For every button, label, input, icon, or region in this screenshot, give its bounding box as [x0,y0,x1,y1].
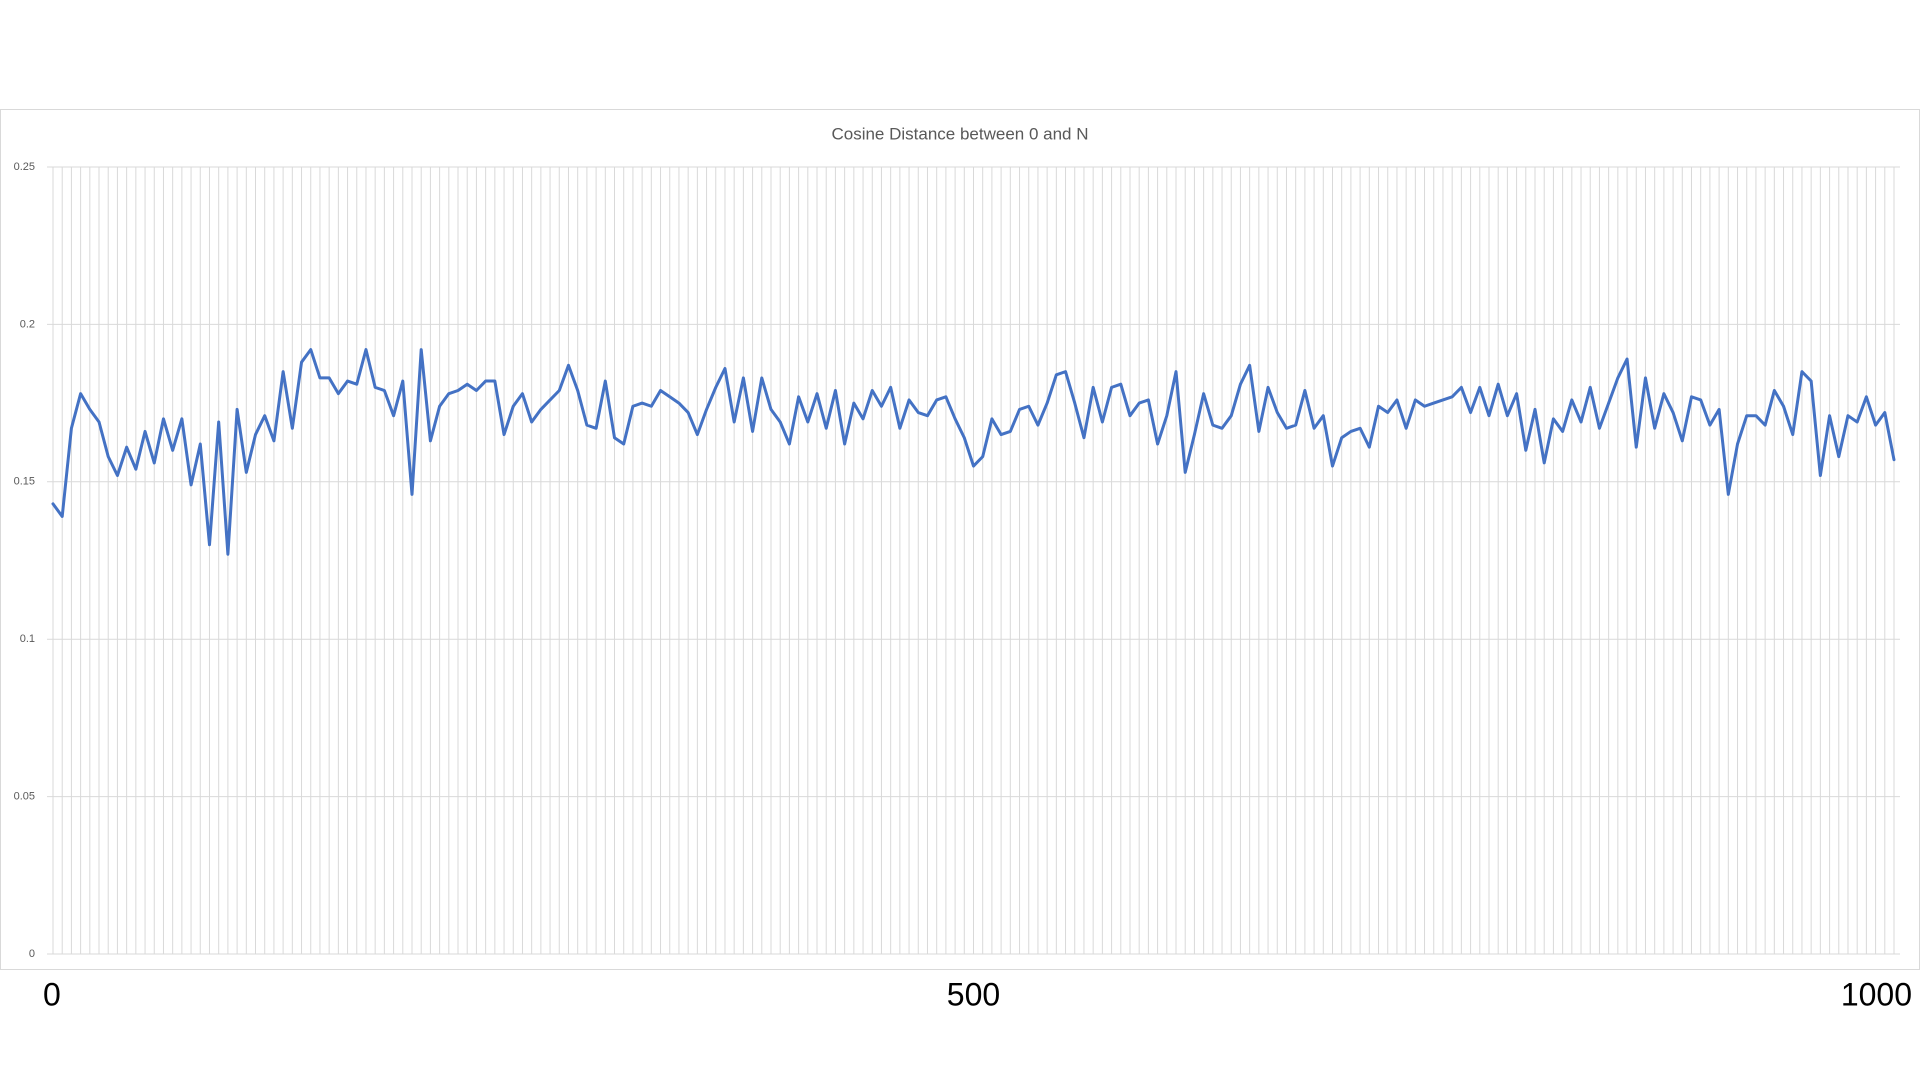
x-tick-label: 0 [43,976,61,1012]
y-tick-label: 0.25 [14,161,35,173]
y-tick-label: 0.1 [20,633,35,645]
x-tick-label: 500 [947,976,1000,1012]
chart-frame [0,109,1920,970]
chart-title: Cosine Distance between 0 and N [831,124,1088,143]
y-tick-label: 0.15 [14,476,35,488]
x-tick-label: 1000 [1841,976,1912,1012]
y-tick-label: 0.2 [20,318,35,330]
data-line [51,348,1896,556]
y-tick-label: 0 [29,948,35,960]
y-tick-label: 0.05 [14,791,35,803]
